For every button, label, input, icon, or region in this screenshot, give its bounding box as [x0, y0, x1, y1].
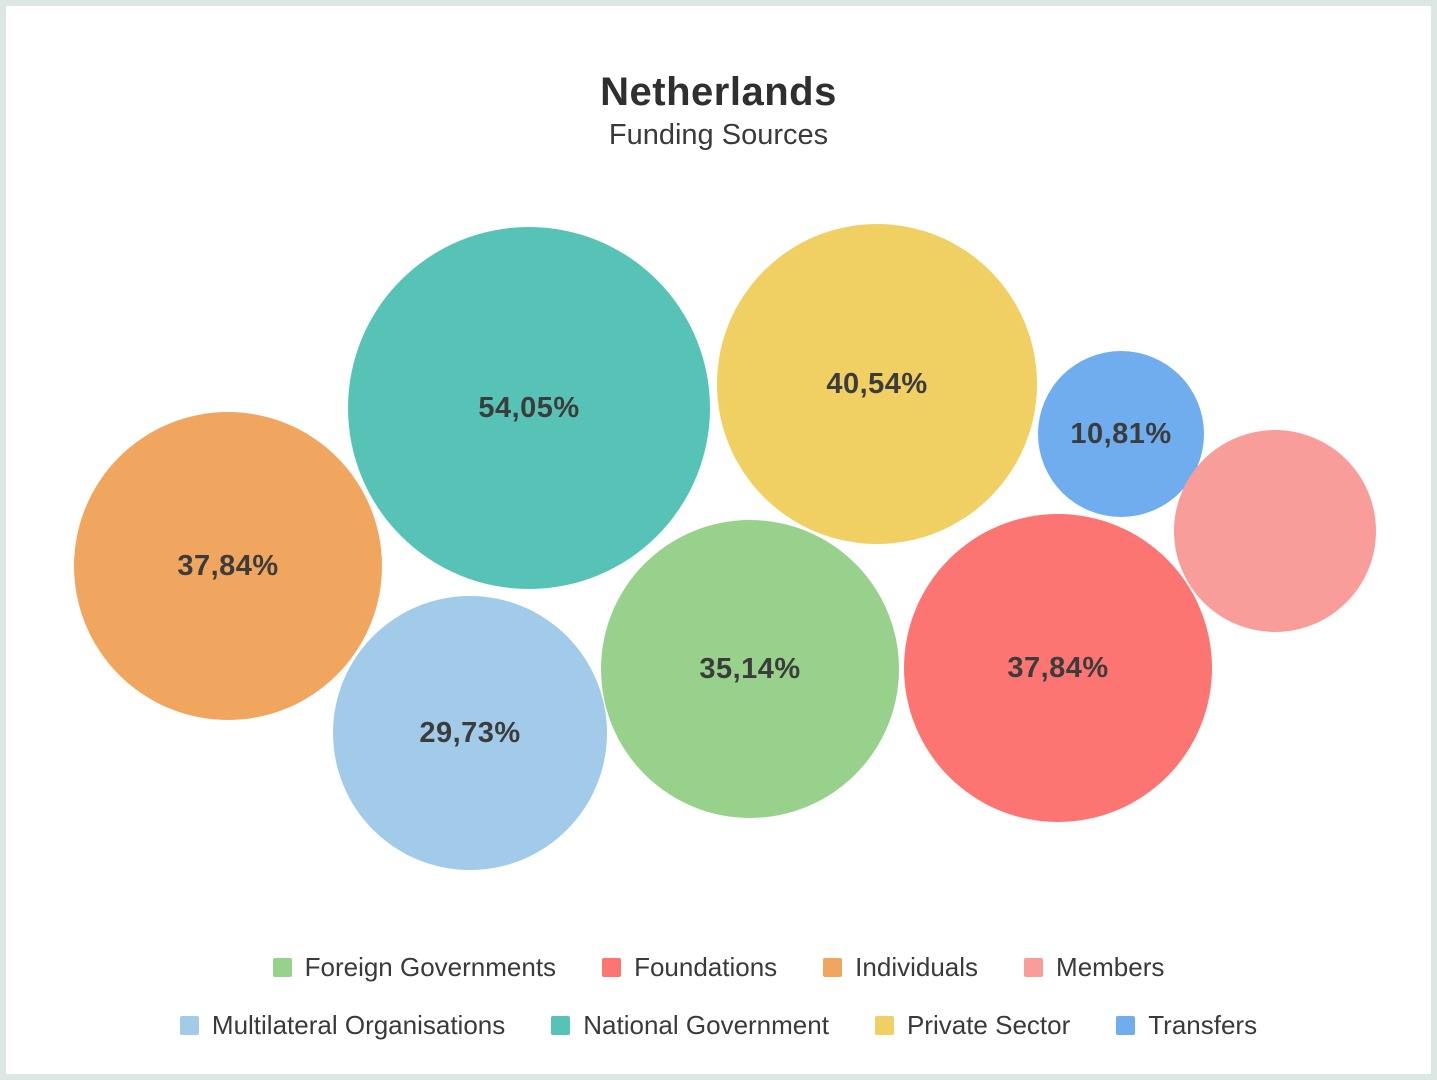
bubble-value-label: 54,05%: [478, 391, 580, 424]
bubble-value-label: 40,54%: [826, 367, 928, 400]
bubble-private-sector[interactable]: 40,54%: [717, 224, 1037, 544]
bubble-value-label: 37,84%: [1007, 651, 1109, 684]
legend-label: Members: [1056, 952, 1165, 982]
bubble-foundations[interactable]: 37,84%: [904, 514, 1212, 822]
bubble-value-label: 37,84%: [177, 549, 279, 582]
legend-item-multilateral-organisations[interactable]: Multilateral Organisations: [179, 1010, 506, 1041]
legend-label: National Government: [583, 1010, 829, 1040]
legend-label: Individuals: [855, 952, 979, 982]
bubble-value-label: 29,73%: [419, 716, 521, 749]
bubble-transfers[interactable]: 10,81%: [1038, 351, 1204, 517]
legend-item-individuals[interactable]: Individuals: [823, 952, 978, 983]
legend-label: Transfers: [1148, 1010, 1258, 1040]
legend-label: Multilateral Organisations: [211, 1010, 506, 1040]
legend-label: Foundations: [634, 952, 778, 982]
legend-row-2: Multilateral Organisations National Gover…: [6, 1010, 1431, 1041]
legend-swatch-icon: [602, 958, 622, 977]
legend-swatch-icon: [179, 1016, 199, 1035]
legend-swatch-icon: [1024, 958, 1044, 977]
bubble-value-label: 35,14%: [699, 652, 801, 685]
legend-item-members[interactable]: Members: [1024, 952, 1164, 983]
legend-swatch-icon: [551, 1016, 571, 1035]
bubble-multilateral-organisations[interactable]: 29,73%: [333, 596, 607, 870]
bubble-foreign-governments[interactable]: 35,14%: [601, 520, 899, 818]
legend-item-private-sector[interactable]: Private Sector: [874, 1010, 1071, 1041]
bubble-individuals[interactable]: 37,84%: [74, 412, 382, 720]
bubble-national-government[interactable]: 54,05%: [348, 227, 710, 589]
legend-swatch-icon: [272, 958, 292, 977]
legend-item-foundations[interactable]: Foundations: [602, 952, 777, 983]
bubble-value-label: 10,81%: [1070, 417, 1172, 450]
bubble-plot-area: 54,05% 40,54% 37,84% 10,81% 35,14% 37,84% 29,7…: [6, 6, 1431, 1074]
chart-title: Netherlands: [600, 70, 837, 114]
legend-swatch-icon: [874, 1016, 894, 1035]
chart-subtitle: Funding Sources: [608, 119, 829, 151]
bubble-members[interactable]: [1174, 430, 1376, 632]
legend-swatch-icon: [823, 958, 843, 977]
legend-row-1: Foreign Governments Foundations Individual…: [6, 952, 1431, 983]
legend-item-foreign-governments[interactable]: Foreign Governments: [272, 952, 557, 983]
legend-label: Private Sector: [906, 1010, 1071, 1040]
legend-label: Foreign Governments: [304, 952, 557, 982]
legend-swatch-icon: [1116, 1016, 1136, 1035]
legend-item-transfers[interactable]: Transfers: [1116, 1010, 1257, 1041]
legend-item-national-government[interactable]: National Government: [551, 1010, 829, 1041]
